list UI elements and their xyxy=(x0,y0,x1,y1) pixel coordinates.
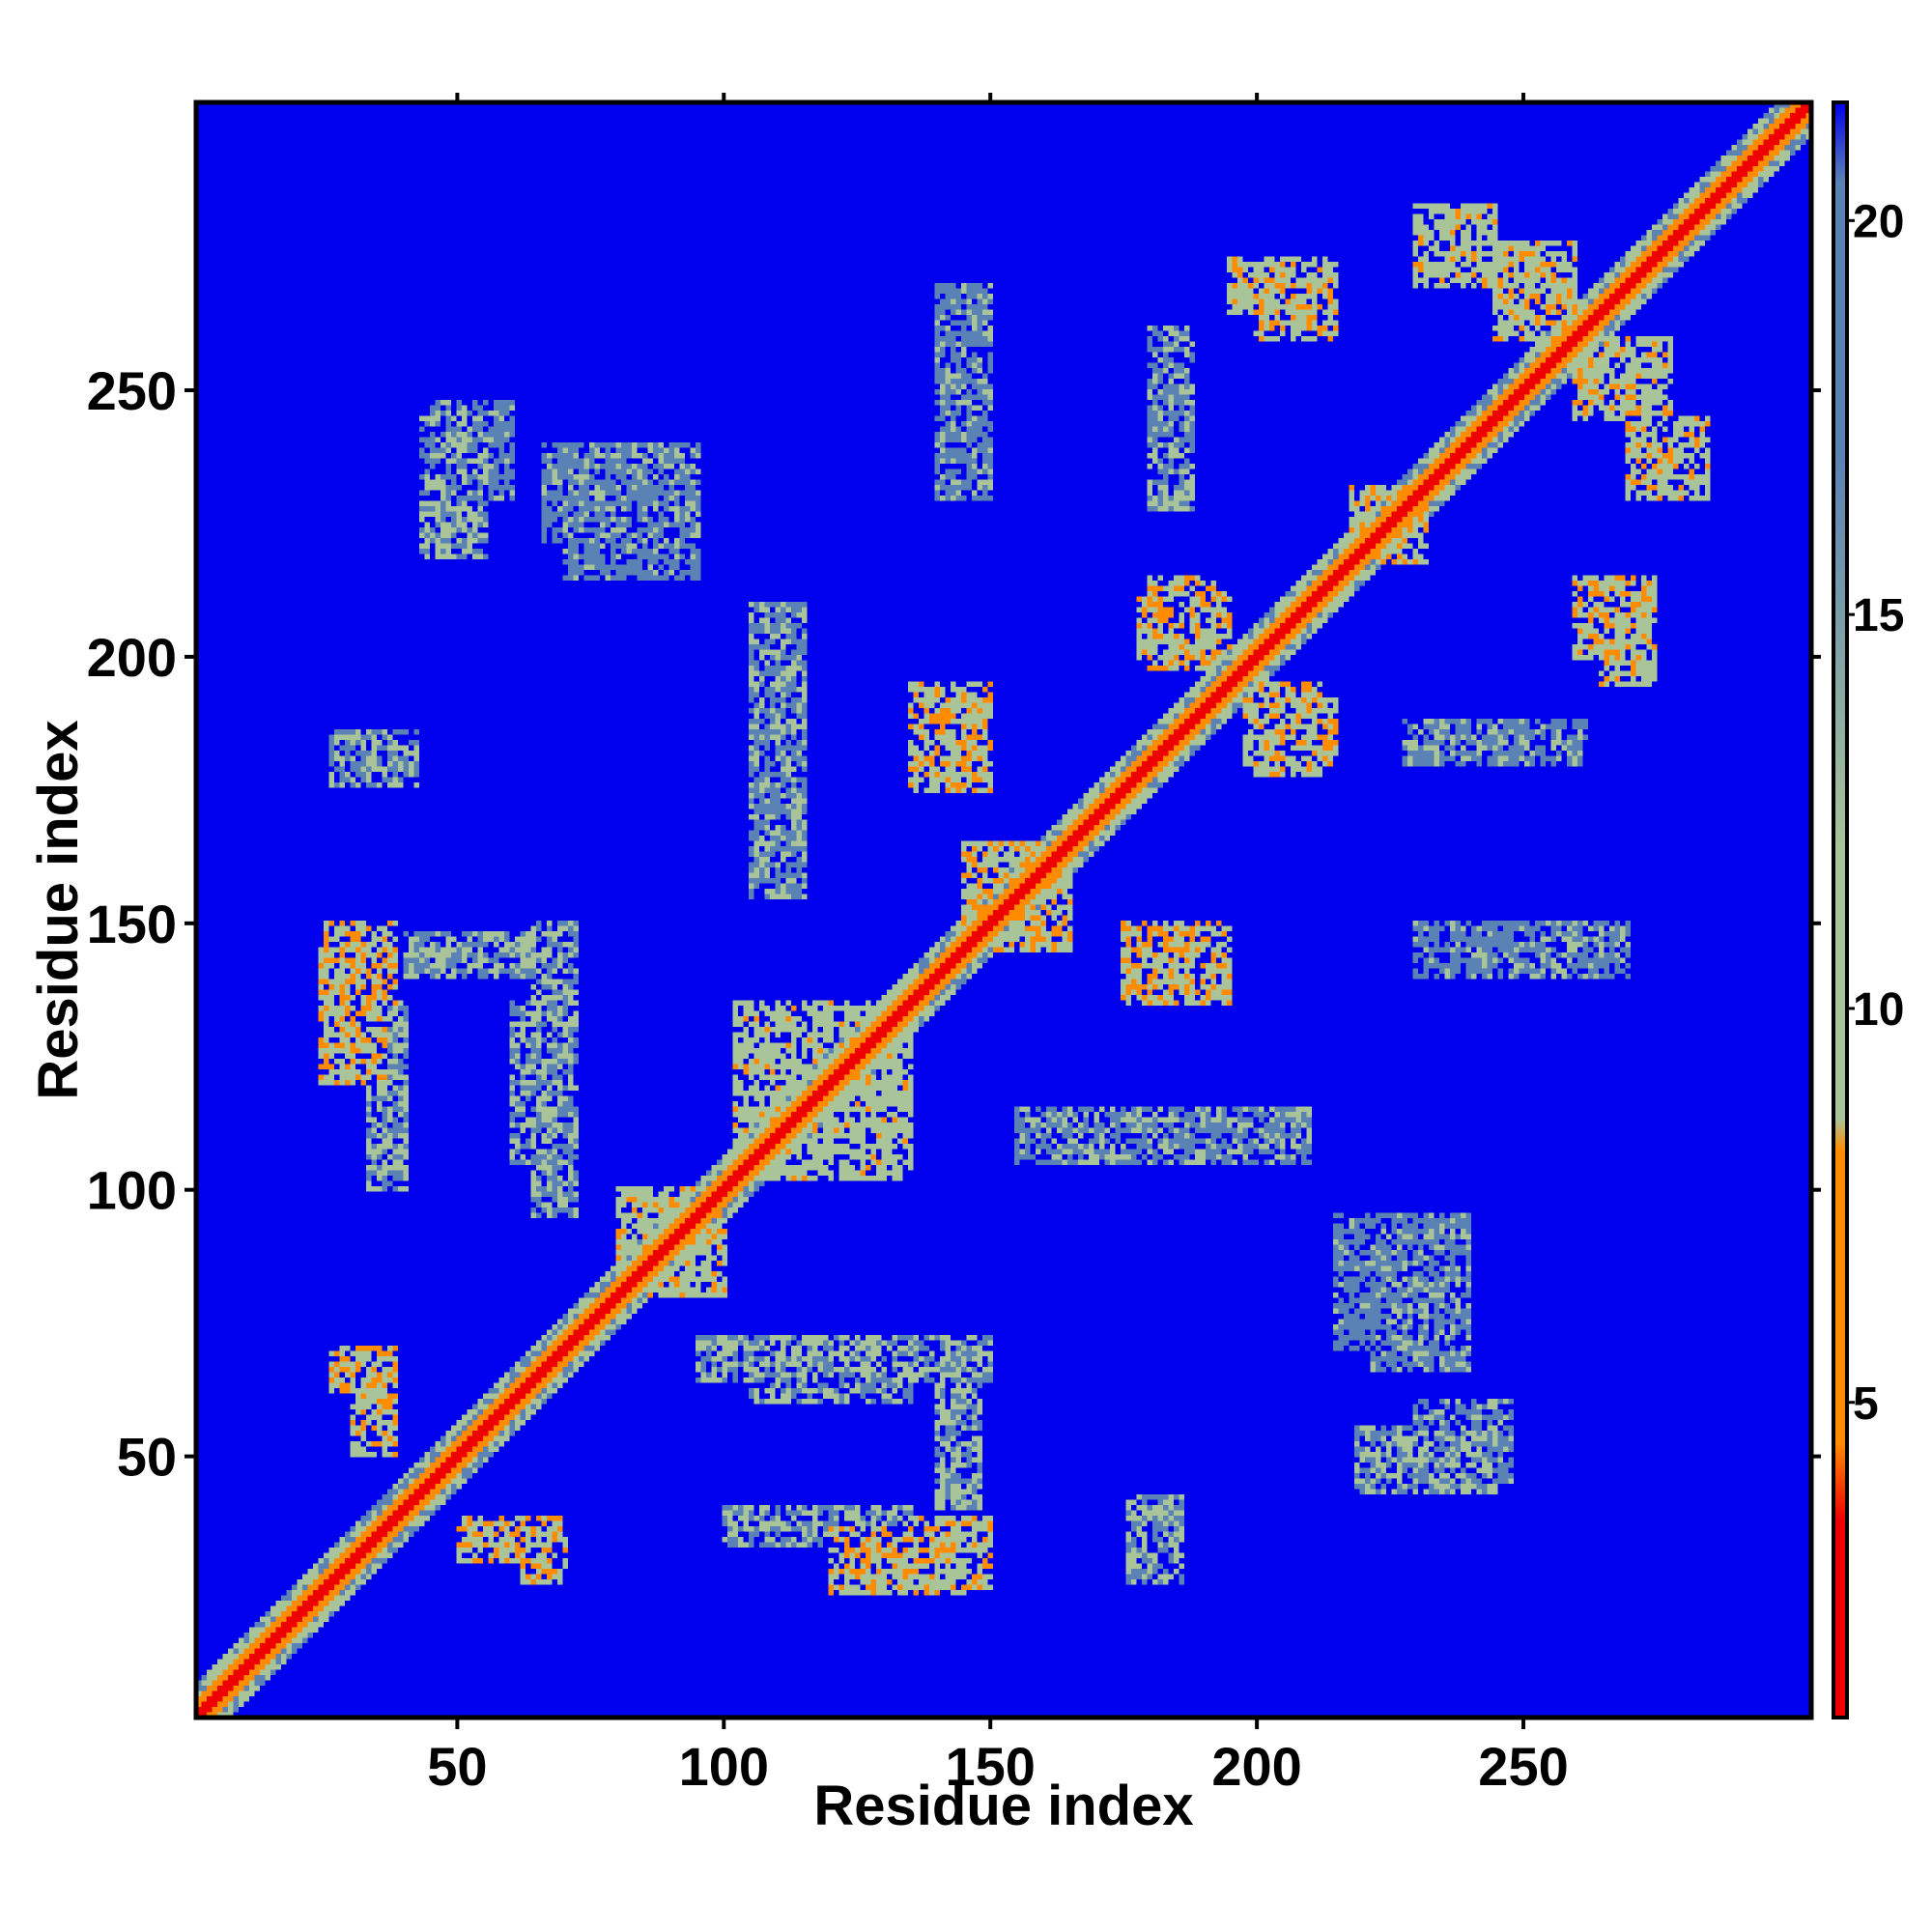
y-axis-label: Residue index xyxy=(27,720,90,1099)
x-tick-label: 250 xyxy=(1478,1736,1568,1797)
colorbar: 5 10 15 20 xyxy=(1832,100,1904,1719)
x-axis-label: Residue index xyxy=(813,1775,1193,1837)
y-tick-label: 100 xyxy=(87,1160,177,1221)
x-tick-label: 200 xyxy=(1211,1736,1301,1797)
colorbar-gradient xyxy=(1832,100,1849,1719)
colorbar-tick-label: 10 xyxy=(1853,984,1904,1036)
y-tick-label: 250 xyxy=(87,360,177,421)
x-tick-label: 50 xyxy=(427,1736,487,1797)
colorbar-tick-label: 5 xyxy=(1853,1378,1879,1430)
y-tick-label: 150 xyxy=(87,894,177,954)
y-tick-label: 50 xyxy=(117,1427,177,1488)
colorbar-tick-label: 20 xyxy=(1853,196,1904,247)
y-tick-label: 200 xyxy=(87,627,177,688)
y-axis: 50 100 150 200 250 xyxy=(87,360,1821,1488)
x-axis: 50 100 150 200 250 xyxy=(427,93,1569,1797)
colorbar-tick-label: 15 xyxy=(1853,590,1904,641)
x-tick-label: 150 xyxy=(945,1736,1035,1797)
x-tick-label: 100 xyxy=(679,1736,769,1797)
heatmap-canvas xyxy=(196,102,1811,1718)
plot-frame xyxy=(193,99,1814,1720)
